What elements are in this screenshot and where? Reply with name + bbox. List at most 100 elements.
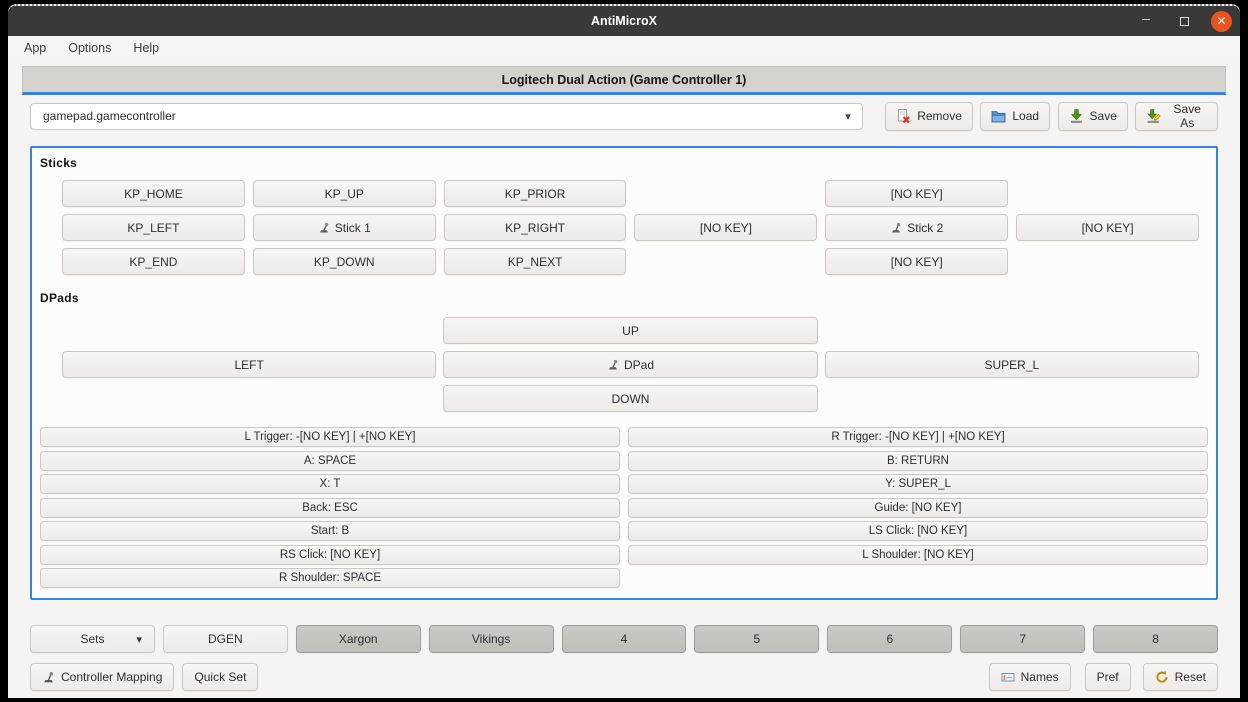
guide-button[interactable]: Guide: [NO KEY]	[628, 497, 1208, 518]
profile-toolbar: gamepad.gamecontroller ▾ Remove Load Sav…	[30, 101, 1219, 131]
set-tab-7[interactable]: 7	[960, 625, 1086, 653]
remove-button[interactable]: Remove	[885, 101, 973, 131]
set-tab-6[interactable]: 6	[827, 625, 953, 653]
button-mapping-list: L Trigger: -[NO KEY] | +[NO KEY] R Trigg…	[40, 427, 1208, 588]
l-trigger-button[interactable]: L Trigger: -[NO KEY] | +[NO KEY]	[40, 427, 620, 447]
menu-app[interactable]: App	[24, 40, 47, 55]
text-field-icon	[1001, 670, 1015, 684]
x-button[interactable]: X: T	[40, 474, 620, 494]
close-button[interactable]: ✕	[1211, 10, 1232, 32]
footer-bar: Controller Mapping Quick Set Names Pref …	[30, 663, 1218, 691]
stick1-center-button[interactable]: Stick 1	[252, 214, 436, 241]
sticks-grid: KP_HOME KP_UP KP_PRIOR [NO KEY] KP_LEFT …	[62, 180, 1199, 275]
stick1-left-button[interactable]: KP_LEFT	[62, 214, 245, 241]
back-button[interactable]: Back: ESC	[40, 497, 620, 518]
menu-help[interactable]: Help	[133, 40, 160, 55]
set-tab-2[interactable]: Xargon	[295, 625, 421, 653]
stick1-down-right-button[interactable]: KP_NEXT	[443, 248, 627, 275]
joystick-icon	[42, 671, 55, 684]
stick2-down-button[interactable]: [NO KEY]	[825, 248, 1009, 275]
minimize-button[interactable]: –	[1135, 10, 1157, 32]
joystick-icon	[890, 222, 902, 234]
dpad-center-button[interactable]: DPad	[443, 351, 818, 378]
controller-mapping-label: Controller Mapping	[61, 670, 163, 684]
maximize-button[interactable]	[1173, 10, 1195, 32]
sets-menu-button[interactable]: Sets ▾	[30, 625, 155, 653]
menu-options[interactable]: Options	[68, 40, 112, 55]
pref-label: Pref	[1096, 670, 1119, 684]
remove-button-label: Remove	[917, 109, 962, 123]
stick1-up-left-button[interactable]: KP_HOME	[62, 180, 245, 207]
load-button[interactable]: Load	[980, 101, 1051, 131]
set-tab-8[interactable]: 8	[1093, 625, 1219, 653]
set-tab-1[interactable]: DGEN	[162, 625, 288, 653]
sticks-heading: Sticks	[40, 156, 78, 170]
sets-row: Sets ▾ DGEN Xargon Vikings 4 5 6 7 8	[30, 625, 1219, 653]
b-button[interactable]: B: RETURN	[628, 450, 1208, 471]
stick1-right-button[interactable]: KP_RIGHT	[443, 214, 627, 241]
r-trigger-button[interactable]: R Trigger: -[NO KEY] | +[NO KEY]	[628, 427, 1208, 447]
sets-menu-label: Sets	[80, 632, 105, 646]
stick2-right-button[interactable]: [NO KEY]	[1016, 214, 1199, 241]
profile-combobox[interactable]: gamepad.gamecontroller ▾	[30, 102, 863, 130]
controller-mapping-button[interactable]: Controller Mapping	[30, 663, 175, 691]
load-button-label: Load	[1012, 109, 1040, 123]
minimize-icon: –	[1142, 10, 1150, 26]
stick2-label: Stick 2	[907, 220, 944, 235]
set-tab-3[interactable]: Vikings	[428, 625, 554, 653]
save-as-button[interactable]: Save As	[1135, 101, 1219, 131]
close-icon: ✕	[1216, 14, 1227, 28]
pref-button[interactable]: Pref	[1084, 663, 1131, 691]
names-button[interactable]: Names	[988, 663, 1071, 691]
stick1-down-left-button[interactable]: KP_END	[62, 248, 245, 275]
a-button[interactable]: A: SPACE	[40, 450, 620, 471]
dpad-grid: UP LEFT DPad SUPER_L DOWN	[62, 317, 1199, 412]
y-button[interactable]: Y: SUPER_L	[628, 474, 1208, 494]
dpads-heading: DPads	[40, 291, 79, 305]
reset-button[interactable]: Reset	[1142, 663, 1218, 691]
joystick-icon	[607, 359, 619, 371]
stick2-left-button[interactable]: [NO KEY]	[634, 214, 818, 241]
save-as-button-label: Save As	[1173, 102, 1201, 130]
save-icon	[1069, 108, 1084, 124]
rs-click-button[interactable]: RS Click: [NO KEY]	[40, 544, 620, 565]
l-shoulder-button[interactable]: L Shoulder: [NO KEY]	[628, 544, 1208, 565]
reset-label: Reset	[1174, 670, 1206, 684]
dpad-left-button[interactable]: LEFT	[62, 351, 437, 378]
set-tab-4[interactable]: 4	[561, 625, 687, 653]
mapping-panel: Sticks KP_HOME KP_UP KP_PRIOR [NO KEY] K…	[30, 146, 1218, 600]
set-tab-5[interactable]: 5	[694, 625, 820, 653]
remove-profile-icon	[896, 108, 911, 124]
profile-combobox-value: gamepad.gamecontroller	[43, 109, 176, 123]
stick1-up-button[interactable]: KP_UP	[252, 180, 436, 207]
chevron-down-icon: ▾	[136, 633, 142, 646]
reset-undo-icon	[1155, 670, 1169, 684]
maximize-icon	[1179, 16, 1189, 26]
save-button[interactable]: Save	[1057, 101, 1128, 131]
save-as-icon	[1146, 108, 1162, 124]
controller-tab-title: Logitech Dual Action (Game Controller 1)	[501, 72, 747, 87]
quick-set-button[interactable]: Quick Set	[182, 663, 259, 691]
window-title: AntiMicroX	[591, 14, 657, 28]
dpad-down-button[interactable]: DOWN	[443, 385, 818, 412]
stick2-up-button[interactable]: [NO KEY]	[825, 180, 1009, 207]
stick1-label: Stick 1	[334, 220, 371, 235]
chevron-down-icon: ▾	[845, 110, 851, 123]
quick-set-label: Quick Set	[194, 670, 247, 684]
titlebar: AntiMicroX – ✕	[8, 6, 1240, 36]
window-controls: – ✕	[1135, 6, 1232, 36]
r-shoulder-button[interactable]: R Shoulder: SPACE	[40, 568, 620, 588]
dpad-up-button[interactable]: UP	[443, 317, 818, 344]
stick1-down-button[interactable]: KP_DOWN	[252, 248, 436, 275]
ls-click-button[interactable]: LS Click: [NO KEY]	[628, 521, 1208, 541]
joystick-icon	[318, 222, 330, 234]
start-button[interactable]: Start: B	[40, 521, 620, 541]
open-folder-icon	[991, 109, 1006, 124]
controller-tab[interactable]: Logitech Dual Action (Game Controller 1)	[22, 66, 1226, 95]
dpad-right-button[interactable]: SUPER_L	[824, 351, 1199, 378]
dpad-label: DPad	[623, 357, 654, 372]
stick1-up-right-button[interactable]: KP_PRIOR	[443, 180, 627, 207]
stick2-center-button[interactable]: Stick 2	[825, 214, 1009, 241]
menubar: App Options Help	[8, 36, 1240, 59]
app-window: AntiMicroX – ✕ App Options Help Logitech…	[8, 4, 1240, 698]
